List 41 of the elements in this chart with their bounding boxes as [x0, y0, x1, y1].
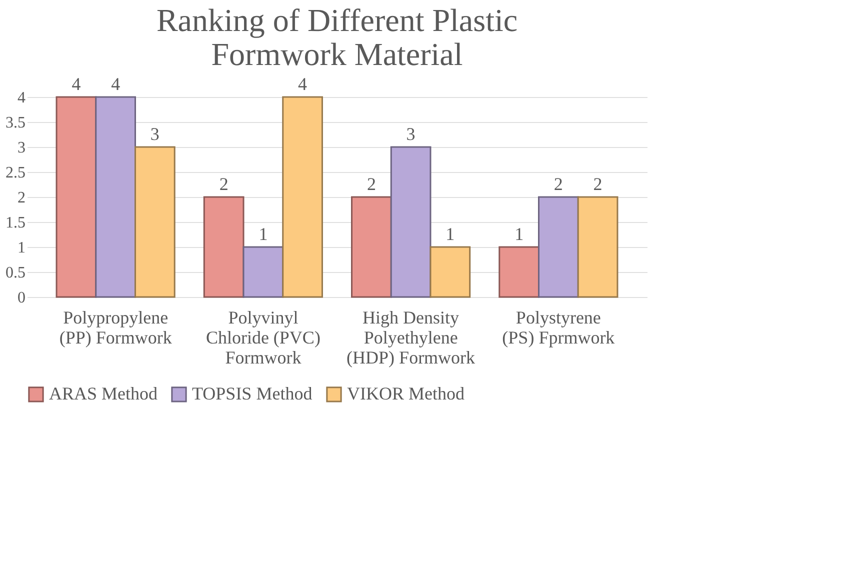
bar: [577, 196, 618, 298]
data-label: 4: [72, 74, 81, 94]
y-tick-label: 0.5: [6, 264, 26, 282]
bar: [538, 196, 579, 298]
data-label: 2: [554, 174, 563, 194]
bar: [203, 196, 244, 298]
bar: [390, 146, 432, 298]
data-label: 1: [446, 224, 455, 244]
bar: [56, 96, 97, 298]
legend-label: ARAS Method: [49, 383, 158, 404]
x-tick-label: Polyvinyl Chloride (PVC) Formwork: [206, 308, 320, 368]
data-label: 1: [258, 224, 268, 244]
bar: [430, 246, 471, 298]
bar: [282, 96, 323, 298]
x-tick-label: Polystyrene (PS) Fprmwork: [502, 308, 615, 348]
y-tick-label: 3: [18, 140, 26, 156]
bar: [351, 196, 392, 298]
y-tick-label: 2: [18, 190, 26, 206]
data-label: 2: [593, 174, 602, 194]
legend-label: VIKOR Method: [347, 383, 464, 404]
y-tick-label: 4: [18, 90, 26, 106]
y-tick-label: 1.5: [6, 214, 26, 232]
y-tick-label: 0: [18, 290, 26, 306]
y-tick-label: 2.5: [6, 164, 26, 182]
legend-label: TOPSIS Method: [192, 383, 312, 404]
y-tick-label: 1: [18, 240, 26, 256]
data-label: 2: [366, 174, 376, 194]
data-label: 3: [406, 124, 416, 144]
data-label: 2: [219, 174, 228, 194]
data-label: 3: [150, 124, 160, 144]
bar: [242, 246, 284, 298]
data-label: 1: [514, 224, 524, 244]
bar: [95, 96, 136, 298]
x-tick-label: Polypropylene (PP) Formwork: [59, 308, 172, 348]
bar: [498, 246, 540, 298]
x-tick-label: High Density Polyethylene (HDP) Formwork: [346, 308, 476, 368]
y-tick-label: 3.5: [6, 114, 26, 132]
chart-title: Ranking of Different Plastic Formwork Material: [156, 2, 518, 72]
data-label: 4: [111, 74, 120, 94]
bar: [134, 146, 176, 298]
data-label: 4: [298, 74, 308, 94]
